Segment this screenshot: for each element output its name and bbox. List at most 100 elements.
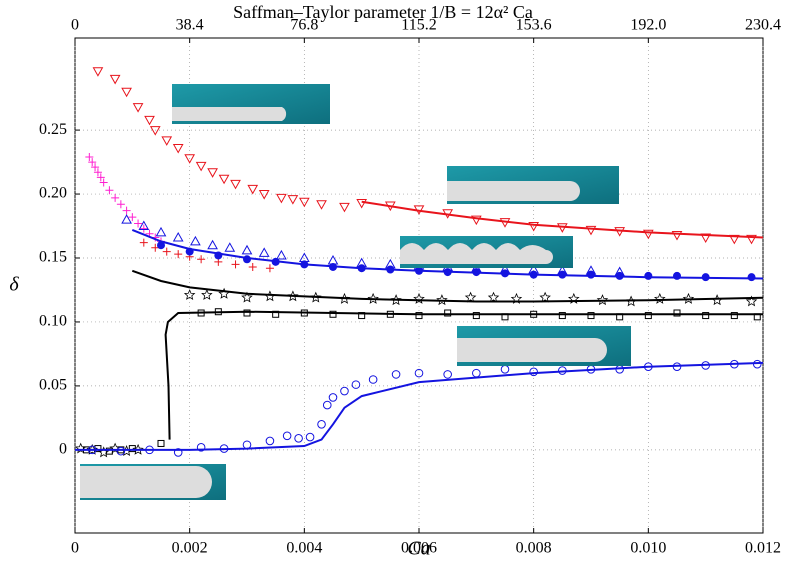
data-point <box>327 255 339 265</box>
data-point <box>529 367 538 377</box>
data-point <box>230 179 241 190</box>
data-point <box>224 242 236 252</box>
x-tick-label: 0 <box>71 540 79 557</box>
inset-photo <box>457 326 631 366</box>
data-point <box>368 375 378 384</box>
x2-tick-label: 115.2 <box>401 17 436 34</box>
data-point <box>207 168 218 178</box>
data-point <box>415 312 423 320</box>
inset-photo <box>447 166 619 204</box>
data-point <box>105 186 114 195</box>
y-tick-label: 0.25 <box>39 121 67 138</box>
data-point <box>329 310 337 318</box>
data-point <box>265 264 274 273</box>
data-point <box>642 229 654 240</box>
data-point <box>414 368 424 378</box>
data-point <box>88 158 97 167</box>
data-point <box>96 173 105 182</box>
data-point <box>443 370 452 379</box>
data-point <box>287 195 299 205</box>
data-point <box>121 214 132 224</box>
data-point <box>218 174 230 185</box>
data-point <box>730 312 738 320</box>
data-point <box>500 364 510 374</box>
data-point <box>305 432 315 442</box>
data-point <box>265 436 275 446</box>
data-point <box>99 178 108 187</box>
x-axis-label: Ca <box>407 538 430 560</box>
data-point <box>247 184 259 195</box>
data-point <box>85 152 94 161</box>
data-point <box>122 206 131 215</box>
data-point <box>144 115 155 126</box>
data-point <box>322 400 332 410</box>
inset-photo <box>172 84 330 124</box>
data-point <box>487 291 500 303</box>
data-point <box>196 443 206 452</box>
data-point <box>587 270 595 279</box>
curve <box>164 310 763 440</box>
data-point <box>276 193 287 204</box>
data-point <box>339 202 350 213</box>
data-point <box>282 431 292 441</box>
data-point <box>183 289 196 300</box>
plot-area: 0 0.002 0.004 0.006 0.008 0.010 0.012 0 38.4 76.8… <box>39 17 781 557</box>
data-point <box>121 87 132 98</box>
data-point <box>539 291 551 303</box>
data-point <box>132 103 144 113</box>
data-point <box>162 247 171 256</box>
inset-photos <box>80 84 631 500</box>
y-tick-label: 0.05 <box>39 377 67 394</box>
data-point <box>242 440 252 450</box>
x-tick-label: 0.008 <box>516 540 552 557</box>
y-tick-label: 0.15 <box>39 249 67 266</box>
inset-photo <box>80 464 226 500</box>
y-tick-label: 0.10 <box>39 313 67 330</box>
data-point <box>184 154 196 164</box>
data-point <box>105 447 113 455</box>
data-point <box>128 445 136 453</box>
data-point <box>587 312 595 320</box>
data-point <box>340 386 349 396</box>
data-point <box>94 445 102 453</box>
data-point <box>682 292 695 304</box>
data-point <box>298 197 310 208</box>
inset-photo <box>400 236 573 268</box>
x2-tick-label: 230.4 <box>745 17 781 34</box>
x2-tick-label: 192.0 <box>630 17 666 34</box>
data-point <box>673 309 681 317</box>
data-point <box>138 220 150 231</box>
data-point <box>367 292 379 304</box>
data-point <box>444 309 452 317</box>
data-point <box>75 442 87 454</box>
data-point <box>139 238 148 247</box>
data-point <box>317 419 326 429</box>
data-point <box>241 244 253 255</box>
data-point <box>472 312 480 320</box>
data-point <box>702 312 710 320</box>
data-point <box>157 439 165 447</box>
y-tick-label: 0.20 <box>39 185 67 202</box>
data-point <box>241 291 253 303</box>
chart-title: Saffman–Taylor parameter 1/B = 12α² Ca <box>233 2 533 22</box>
data-point <box>155 226 167 237</box>
data-point <box>231 260 240 269</box>
data-point <box>91 163 100 172</box>
curve <box>75 361 764 451</box>
data-point <box>316 200 327 210</box>
data-point <box>92 67 104 77</box>
data-point <box>197 255 206 264</box>
curve <box>131 228 764 280</box>
data-point <box>93 168 102 177</box>
x2-tick-label: 0 <box>71 17 79 34</box>
x-tick-label: 0.002 <box>172 540 208 557</box>
data-point <box>134 219 143 228</box>
data-point <box>248 262 257 271</box>
data-point <box>356 199 368 209</box>
data-point <box>132 443 144 455</box>
data-point <box>528 222 540 232</box>
x-tick-label: 0.004 <box>286 540 322 557</box>
data-point <box>644 271 653 280</box>
data-point <box>470 215 482 226</box>
